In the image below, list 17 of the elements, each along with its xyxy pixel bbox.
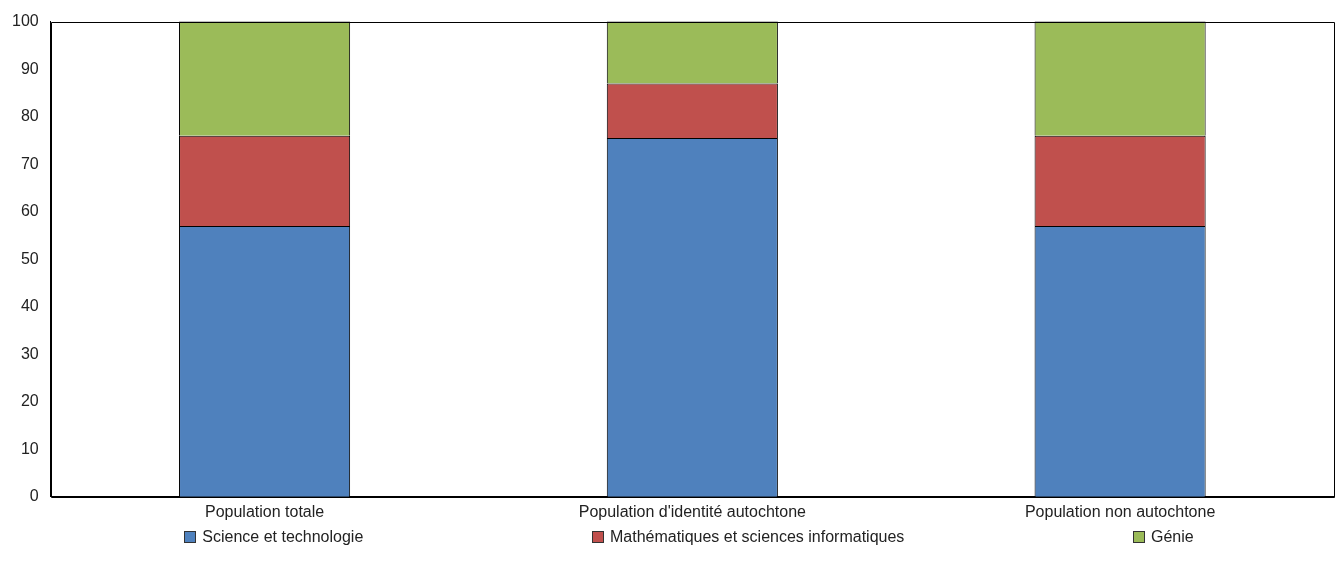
legend-label: Mathématiques et sciences informatiques [609,528,905,546]
legend-label: Science et technologie [202,528,364,546]
x-tick-label: Population non autochtone [1024,502,1216,520]
y-tick-label: 0 [29,487,39,505]
y-tick-label: 90 [20,59,39,77]
y-tick-label: 30 [20,344,39,362]
legend-label: Génie [1150,528,1194,546]
y-tick-label: 80 [20,107,39,125]
y-tick-label: 10 [20,439,39,457]
y-tick-label: 70 [20,154,39,172]
y-tick-label: 50 [20,249,39,267]
y-tick-label: 60 [20,202,39,220]
x-tick-label: Population totale [204,502,325,520]
y-tick-label: 40 [20,297,39,315]
y-tick-label: 20 [20,392,39,410]
y-tick-label: 100 [11,12,39,30]
x-tick-label: Population d'identité autochtone [578,502,807,520]
